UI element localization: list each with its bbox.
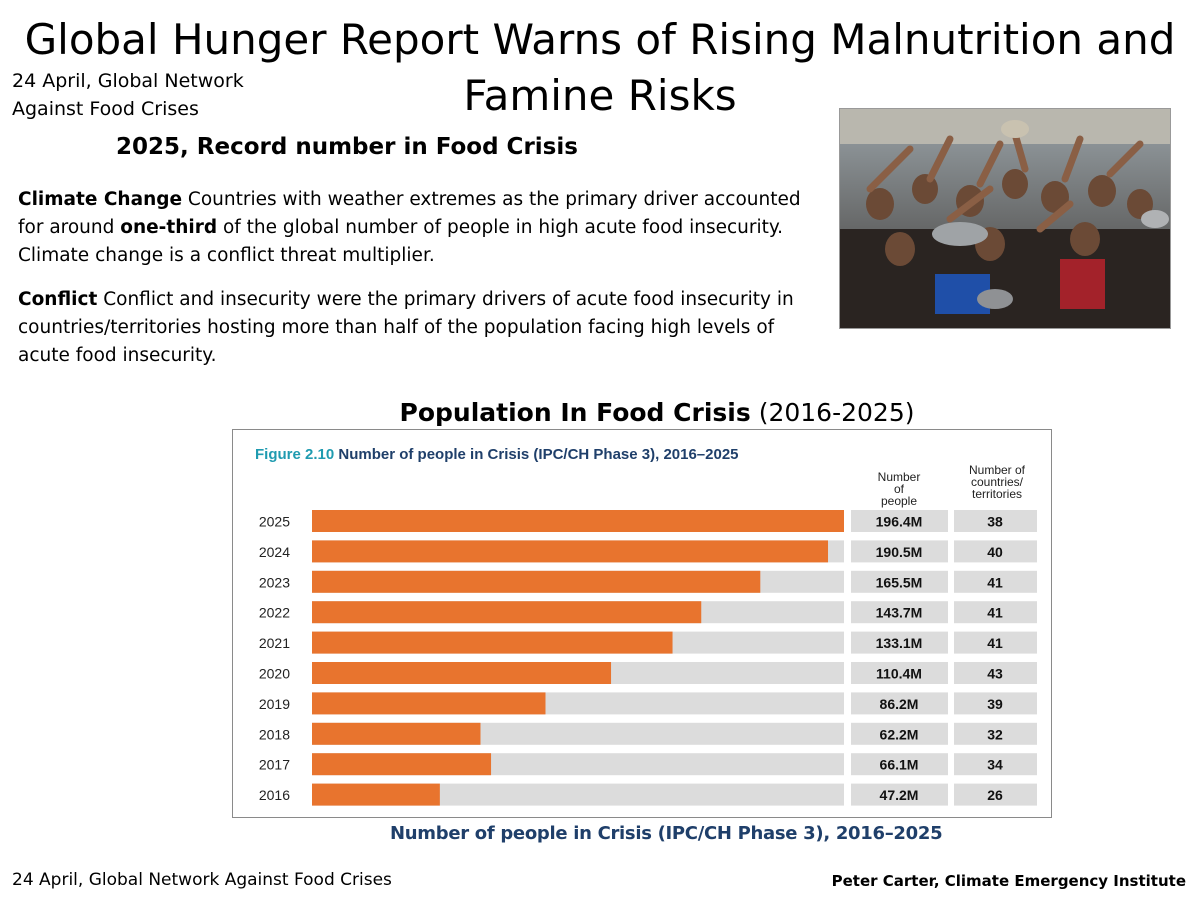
bar [312,601,702,624]
bar [312,540,829,563]
people-label: 66.1M [880,757,919,773]
page-title: Global Hunger Report Warns of Rising Mal… [24,15,1176,120]
people-cell [851,662,948,684]
dateline: 24 April, Global Network Against Food Cr… [12,70,244,120]
countries-label: 34 [987,757,1003,773]
bar [312,753,492,776]
chart-frame: Figure 2.10 Number of people in Crisis (… [232,429,1052,818]
countries-label: 41 [987,574,1003,590]
countries-label: 43 [987,666,1003,682]
bar [312,722,481,745]
figure-title: Figure 2.10 Number of people in Crisis (… [255,446,739,463]
people-cell [851,753,948,776]
climate-emphasis: one-third [120,217,218,238]
countries-label: 41 [987,605,1003,621]
chart-heading-bold: Population In Food Crisis [399,398,751,427]
people-cell [851,540,948,563]
countries-cell [954,692,1037,715]
countries-cell [954,631,1037,654]
conflict-paragraph: Conflict Conflict and insecurity were th… [18,286,818,370]
figure-title-text: Number of people in Crisis (IPC/CH Phase… [338,446,738,463]
people-label: 143.7M [876,605,923,621]
countries-cell [954,570,1037,593]
year-label: 2025 [259,514,290,530]
people-label: 165.5M [876,574,923,590]
bar [312,510,844,532]
countries-cell [954,510,1037,532]
people-cell [851,783,948,806]
countries-cell [954,722,1037,745]
bar [312,570,761,593]
chart-footer: Number of people in Crisis (IPC/CH Phase… [390,823,943,844]
people-cell [851,510,948,532]
year-label: 2017 [259,757,290,773]
people-label: 133.1M [876,635,923,651]
year-label: 2024 [259,544,290,560]
people-label: 86.2M [880,696,919,712]
people-label: 190.5M [876,544,923,560]
year-label: 2019 [259,696,290,712]
bar-track [312,783,844,806]
bar [312,692,546,715]
conflict-lead: Conflict [18,289,98,310]
countries-cell [954,540,1037,563]
footer-source: 24 April, Global Network Against Food Cr… [12,870,392,890]
people-label: 47.2M [880,787,919,803]
people-cell [851,722,948,745]
chart-heading: Population In Food Crisis (2016-2025) [0,398,1200,427]
year-label: 2023 [259,574,290,590]
climate-paragraph: Climate Change Countries with weather ex… [18,186,818,270]
countries-cell [954,753,1037,776]
year-label: 2016 [259,787,290,803]
year-label: 2018 [259,726,290,742]
bar-chart: Figure 2.10 Number of people in Crisis (… [255,446,1037,806]
subheading: 2025, Record number in Food Crisis [116,134,578,160]
year-label: 2021 [259,635,290,651]
countries-label: 32 [987,726,1003,742]
bar [312,631,673,654]
people-label: 196.4M [876,514,923,530]
climate-lead: Climate Change [18,189,183,210]
countries-label: 26 [987,787,1003,803]
people-cell [851,631,948,654]
col-header-people: Number of people [878,470,921,508]
countries-label: 39 [987,696,1003,712]
people-label: 110.4M [876,666,922,682]
bar [312,662,612,684]
figure-label: Figure 2.10 [255,446,338,463]
countries-label: 41 [987,635,1003,651]
countries-cell [954,601,1037,624]
people-cell [851,601,948,624]
year-label: 2020 [259,666,290,682]
climate-text-1: Countries with weather extremes as the p… [18,189,801,238]
crowd-photo [839,108,1171,329]
countries-cell [954,783,1037,806]
col-header-countries: Number of countries/territories [969,463,1026,501]
countries-label: 38 [987,514,1003,530]
people-cell [851,692,948,715]
people-cell [851,570,948,593]
chart-heading-years: (2016-2025) [758,398,915,427]
countries-label: 40 [987,544,1003,560]
people-label: 62.2M [880,726,919,742]
countries-cell [954,662,1037,684]
footer-author: Peter Carter, Climate Emergency Institut… [831,872,1186,890]
year-label: 2022 [259,605,290,621]
crowd-photo-illustration [840,109,1170,328]
conflict-text: Conflict and insecurity were the primary… [18,289,794,366]
climate-text-2: of the global number of people in high a… [18,217,784,266]
bar [312,783,440,806]
